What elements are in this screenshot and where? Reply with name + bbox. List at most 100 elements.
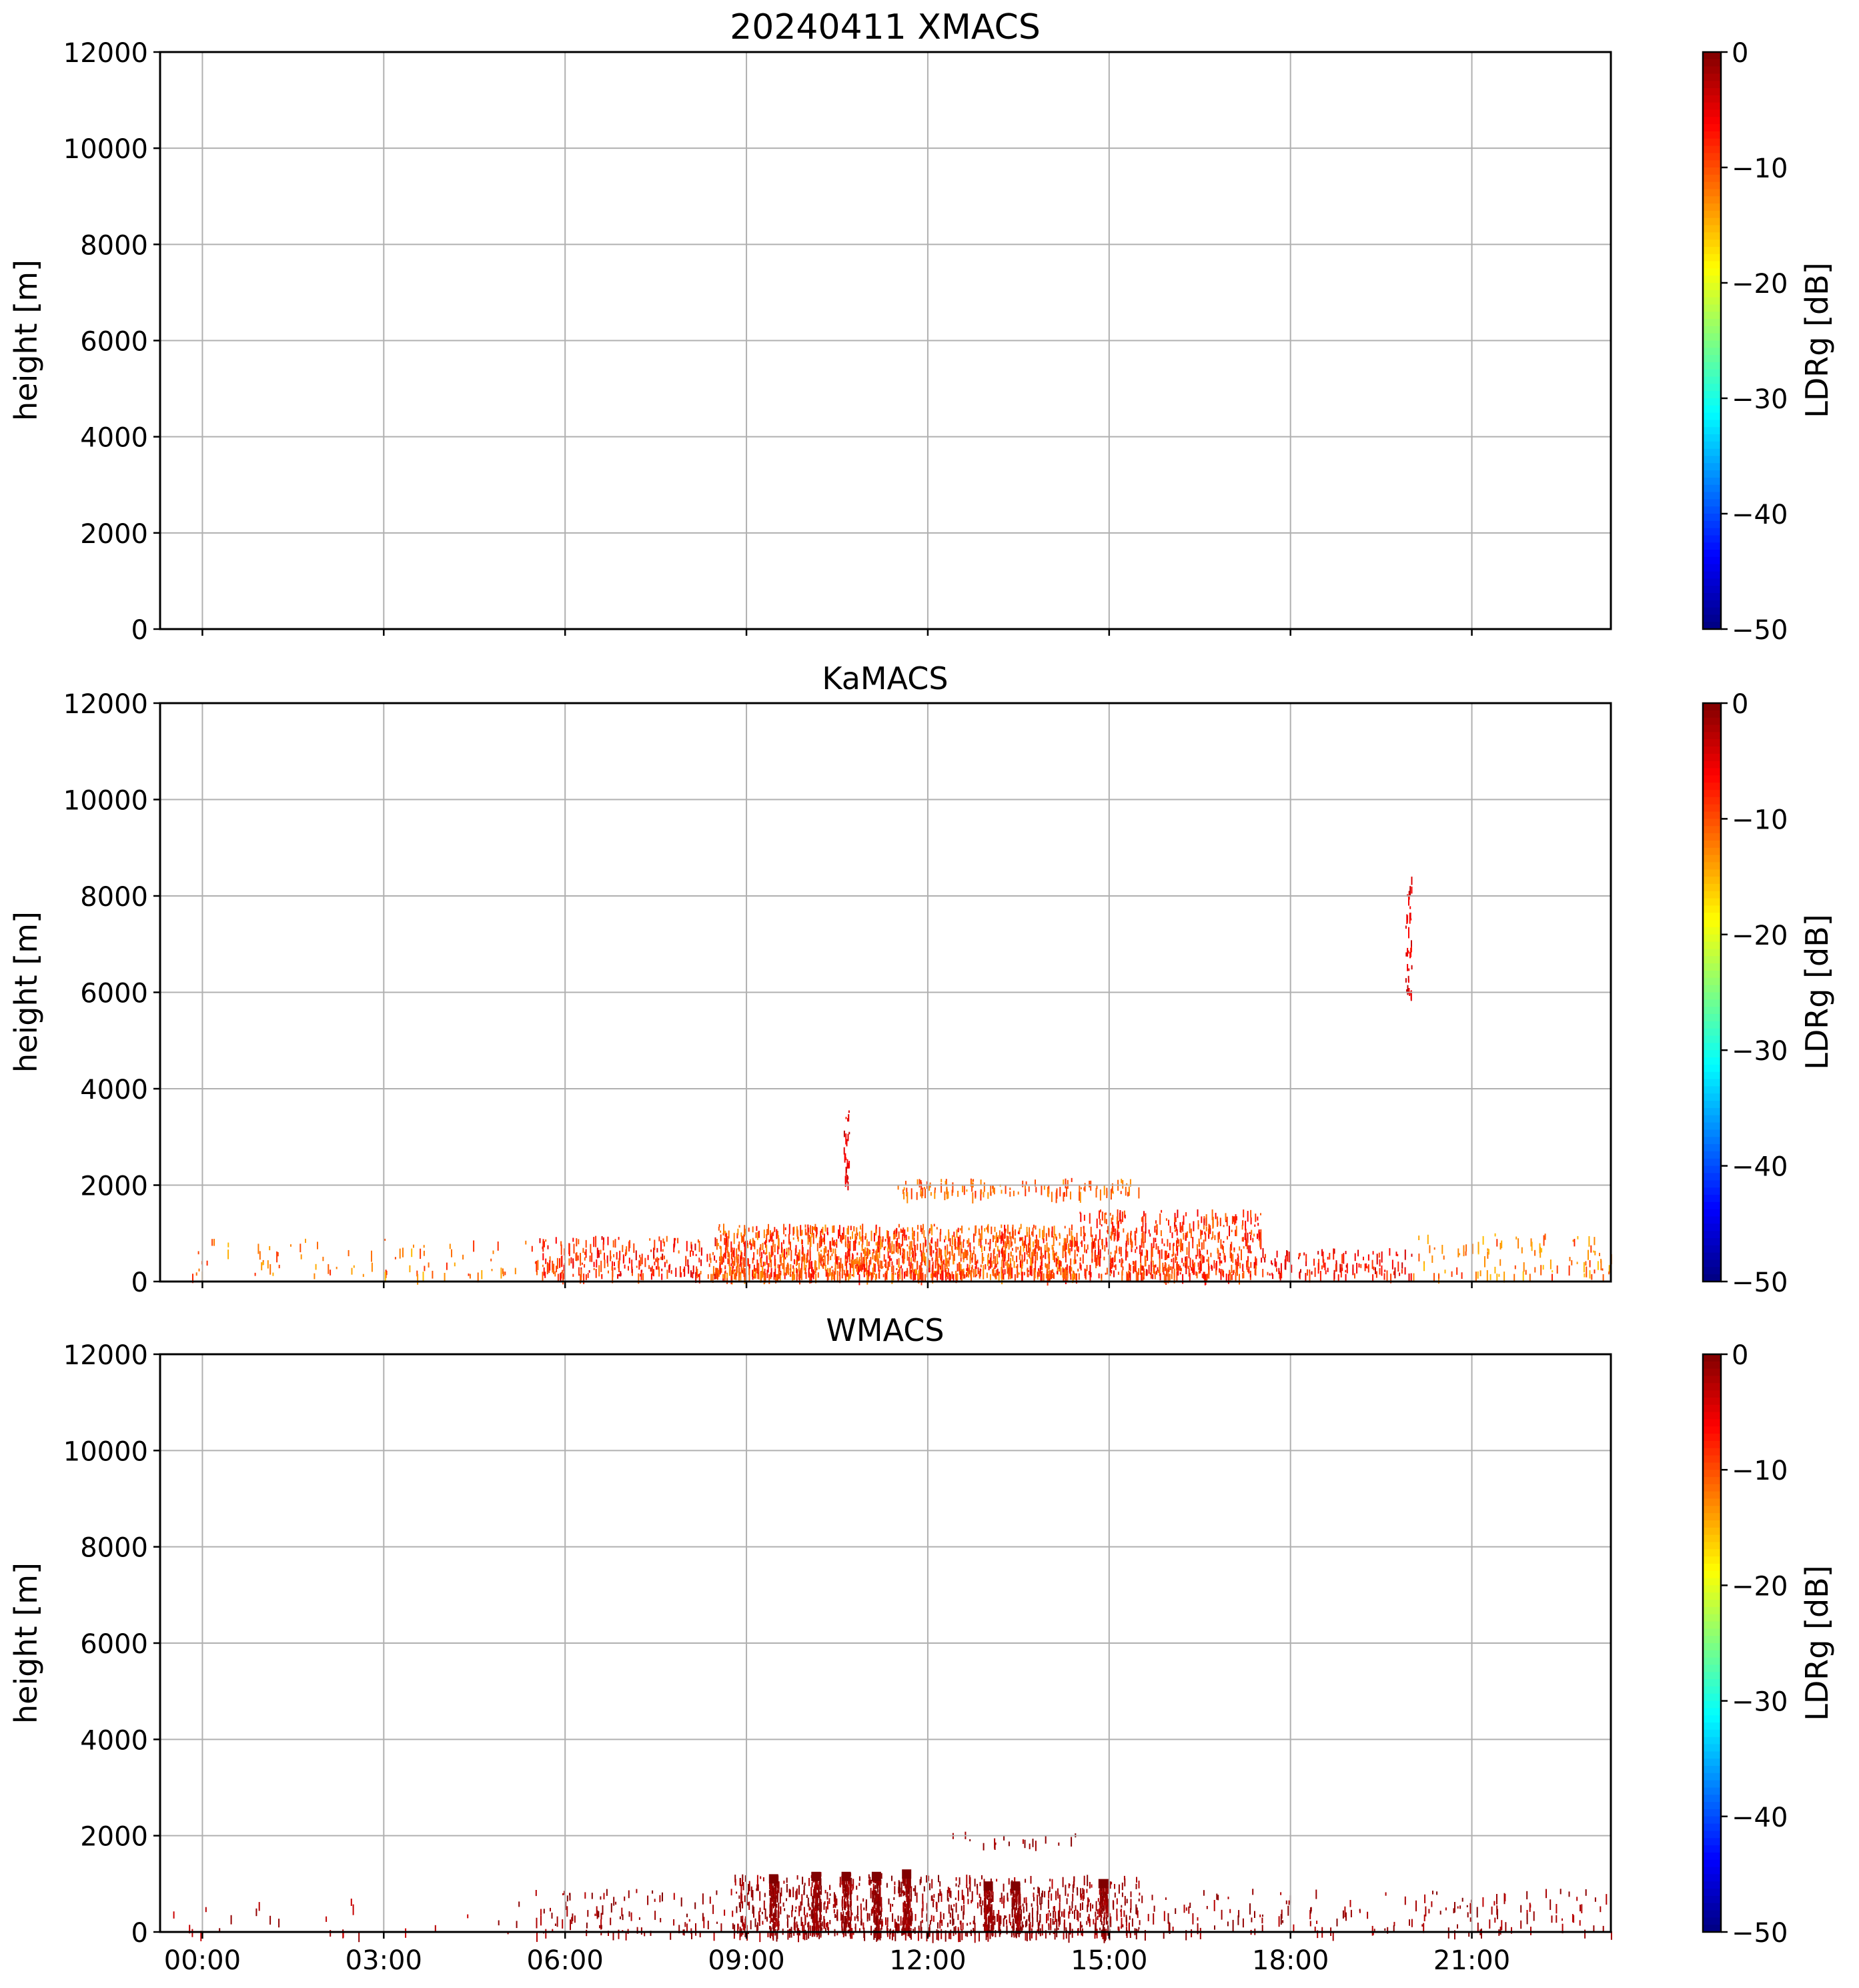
echo-pixel (891, 1246, 893, 1254)
echo-pixel (820, 1258, 822, 1266)
echo-pixel (1178, 1244, 1180, 1247)
echo-pixel (848, 1114, 850, 1122)
echo-pixel (1142, 1233, 1144, 1244)
echo-pixel (1606, 1894, 1608, 1905)
echo-pixel (985, 1264, 987, 1270)
echo-pixel (1583, 1262, 1585, 1273)
echo-pixel (1149, 1233, 1151, 1237)
echo-pixel (600, 1913, 602, 1920)
echo-column-pixel (848, 1887, 849, 1896)
echo-pixel (566, 1895, 568, 1902)
echo-pixel (1092, 1904, 1094, 1909)
echo-pixel (1010, 1889, 1012, 1893)
echo-pixel (909, 1265, 911, 1274)
echo-pixel (498, 1920, 500, 1926)
echo-pixel (990, 1185, 992, 1196)
echo-pixel (1208, 1270, 1210, 1279)
echo-pixel (1465, 1251, 1467, 1256)
echo-pixel (846, 1256, 848, 1263)
echo-pixel (1193, 1221, 1195, 1231)
colorbar-segment (1703, 913, 1721, 921)
echo-pixel (914, 1885, 916, 1896)
echo-pixel (696, 1266, 698, 1276)
echo-pixel (1039, 1270, 1040, 1277)
echo-pixel (902, 1234, 904, 1238)
echo-pixel (958, 1248, 960, 1256)
echo-pixel (673, 1893, 675, 1900)
colorbar-segment (1703, 1107, 1721, 1116)
echo-pixel (384, 1272, 386, 1283)
echo-pixel (987, 1192, 989, 1199)
echo-pixel (1143, 1271, 1145, 1276)
echo-pixel (762, 1266, 763, 1272)
echo-pixel (1195, 1254, 1197, 1260)
echo-pixel (590, 1244, 592, 1254)
echo-pixel (1261, 1925, 1263, 1933)
echo-pixel (1196, 1244, 1198, 1250)
echo-pixel (1172, 1244, 1174, 1255)
echo-pixel (1225, 1274, 1227, 1282)
echo-pixel (213, 1239, 215, 1246)
echo-pixel (384, 1238, 386, 1241)
echo-pixel (906, 1227, 908, 1232)
echo-pixel (812, 1226, 813, 1235)
echo-column-pixel (874, 1889, 876, 1895)
echo-pixel (1050, 1918, 1052, 1928)
echo-pixel (728, 1254, 730, 1263)
echo-pixel (753, 1243, 755, 1248)
echo-pixel (1006, 1919, 1008, 1925)
echo-pixel (1255, 1213, 1257, 1222)
echo-pixel (1037, 1895, 1039, 1906)
echo-pixel (738, 1902, 740, 1908)
echo-pixel (1016, 1256, 1018, 1263)
echo-pixel (1089, 1180, 1091, 1187)
echo-column-pixel (990, 1898, 992, 1903)
echo-pixel (737, 1228, 739, 1235)
echo-pixel (862, 1249, 864, 1254)
echo-pixel (870, 1272, 872, 1282)
echo-pixel (1576, 1262, 1578, 1264)
echo-column-pixel (811, 1882, 813, 1888)
echo-pixel (1593, 1925, 1595, 1932)
echo-pixel (1095, 1911, 1097, 1917)
colorbar-segment (1703, 1520, 1721, 1528)
echo-pixel (640, 1270, 642, 1280)
echo-pixel (473, 1240, 475, 1252)
echo-pixel (1054, 1253, 1056, 1256)
colorbar-segment (1703, 717, 1721, 726)
echo-pixel (955, 1877, 957, 1881)
echo-pixel (807, 1923, 809, 1928)
echo-pixel (1235, 1214, 1237, 1223)
echo-pixel (1399, 1272, 1401, 1276)
colorbar-segment (1703, 1614, 1721, 1622)
echo-pixel (780, 1256, 782, 1266)
echo-pixel (595, 1269, 597, 1278)
echo-pixel (738, 1244, 739, 1250)
echo-pixel (1095, 1187, 1097, 1198)
echo-pixel (1243, 1271, 1245, 1279)
echo-pixel (910, 1241, 912, 1250)
echo-pixel (941, 1179, 943, 1183)
echo-pixel (744, 1258, 746, 1268)
echo-pixel (1122, 1180, 1124, 1189)
echo-pixel (964, 1274, 966, 1279)
echo-pixel (957, 1227, 959, 1233)
echo-pixel (662, 1249, 664, 1252)
echo-pixel (1589, 1260, 1591, 1268)
echo-pixel (923, 1886, 925, 1892)
echo-pixel (864, 1247, 866, 1254)
colorbar-segment (1703, 1129, 1721, 1137)
echo-column-pixel (812, 1930, 814, 1937)
colorbar-segment (1703, 528, 1721, 536)
echo-pixel (865, 1233, 867, 1239)
echo-pixel (967, 1923, 969, 1926)
echo-pixel (756, 1925, 758, 1933)
echo-pixel (770, 1235, 772, 1239)
echo-pixel (630, 1912, 632, 1921)
echo-pixel (924, 1274, 926, 1282)
echo-column-pixel (872, 1907, 874, 1914)
colorbar: 0−10−20−30−40−50 (1702, 689, 1788, 1298)
echo-pixel (807, 1897, 809, 1907)
echo-column-pixel (1105, 1905, 1107, 1909)
echo-pixel (1423, 1264, 1425, 1272)
